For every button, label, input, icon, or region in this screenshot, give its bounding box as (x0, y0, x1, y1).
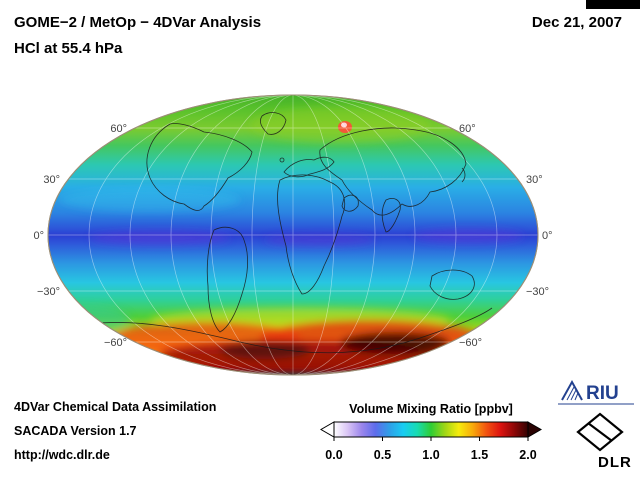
colorbar-tick-2: 1.0 (422, 448, 440, 462)
dlr-logo: DLR (576, 412, 632, 471)
lat-label-right-60: 60° (459, 123, 476, 135)
lat-label-left-0: 0° (33, 230, 44, 242)
riu-peak-icon (561, 379, 583, 401)
lat-label-right-0: 0° (542, 230, 553, 242)
lat-label-right-m60: −60° (459, 337, 482, 349)
colorbar (320, 421, 542, 441)
lat-label-left-60: 60° (110, 123, 127, 135)
colorbar-tick-0: 0.0 (325, 448, 343, 462)
dlr-diamond-icon (576, 412, 624, 452)
footer-line-2: SACADA Version 1.7 (14, 424, 137, 438)
colorbar-bar (333, 421, 529, 438)
footer-url: http://wdc.dlr.de (14, 448, 110, 462)
lat-label-left-m60: −60° (104, 337, 127, 349)
globe-rim (47, 94, 539, 376)
latitude-labels: 60° 30° 0° −30° −60° 60° 30° 0° −30° −60… (33, 123, 552, 349)
screen-corner-artifact (586, 0, 640, 9)
dlr-logo-text: DLR (598, 454, 632, 471)
colorbar-arrow-right (527, 421, 542, 438)
colorbar-tick-3: 1.5 (470, 448, 489, 462)
colorbar-tick-marks (333, 437, 529, 441)
scandinavia-hotspot (338, 121, 352, 133)
colorbar-title: Volume Mixing Ratio [ppbv] (349, 402, 513, 416)
riu-logo-text: RIU (586, 383, 619, 404)
footer-line-1: 4DVar Chemical Data Assimilation (14, 400, 217, 414)
continent-outlines (89, 112, 493, 354)
page-title: GOME−2 / MetOp − 4DVar Analysis (14, 14, 262, 31)
colorbar-arrow-left (320, 421, 335, 438)
colorbar-tick-1: 0.5 (373, 448, 392, 462)
lat-label-left-30: 30° (43, 174, 60, 186)
date-label: Dec 21, 2007 (531, 14, 622, 31)
lat-label-right-m30: −30° (526, 286, 549, 298)
page-subtitle: HCl at 55.4 hPa (14, 40, 123, 57)
lat-label-left-m30: −30° (37, 286, 60, 298)
riu-logo: RIU (558, 379, 634, 405)
lat-label-right-30: 30° (526, 174, 543, 186)
world-map: 60° 30° 0° −30° −60° 60° 30° 0° −30° −60… (33, 94, 553, 376)
colorbar-tick-4: 2.0 (519, 448, 537, 462)
